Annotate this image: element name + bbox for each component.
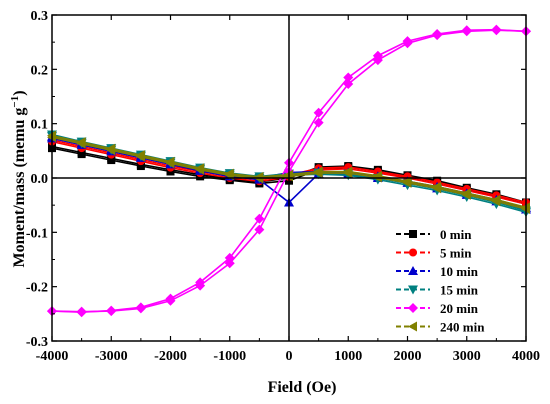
- data-point: [135, 151, 145, 162]
- data-point: [491, 25, 502, 36]
- x-tick-label: 1000: [334, 349, 362, 364]
- ticks-layer: -4000 -3000 -2000 -1000 0 1000 2000 3000 4000 -0.…: [26, 9, 540, 364]
- data-point: [136, 162, 145, 171]
- legend-item: 10 min: [396, 264, 479, 279]
- y-axis-title-superscript: −1: [9, 96, 21, 108]
- x-tick-label: 4000: [512, 349, 540, 364]
- data-point: [254, 213, 265, 224]
- data-point: [432, 30, 443, 41]
- x-tick-label: -1000: [213, 349, 246, 364]
- data-point: [372, 55, 383, 66]
- legend-marker: [409, 248, 417, 257]
- data-point: [343, 72, 354, 83]
- y-tick-label: 0.0: [31, 172, 49, 187]
- legend-item: 5 min: [396, 246, 472, 261]
- data-point: [106, 306, 117, 317]
- data-point: [313, 117, 324, 128]
- data-point: [254, 224, 265, 235]
- data-point: [313, 107, 324, 118]
- data-point: [165, 295, 176, 306]
- data-point: [343, 168, 353, 179]
- data-point: [195, 164, 205, 175]
- x-tick-label: 2000: [394, 349, 422, 364]
- y-tick-label: -0.3: [26, 335, 48, 350]
- data-point: [77, 150, 86, 159]
- x-axis-title: Field (Oe): [268, 379, 337, 396]
- legend-marker: [408, 321, 417, 332]
- y-axis-title-close: ): [11, 90, 28, 95]
- data-point: [313, 168, 323, 179]
- x-tick-label: -2000: [154, 349, 187, 364]
- data-point: [76, 306, 87, 317]
- x-tick-label: -3000: [95, 349, 128, 364]
- legend-label: 5 min: [440, 246, 472, 261]
- data-point: [107, 156, 116, 165]
- legend-label: 10 min: [440, 264, 479, 279]
- legend-label: 240 min: [440, 320, 485, 335]
- legend: 0 min 5 min 10 min 15 min 20 min 240 min: [396, 227, 485, 335]
- data-point: [224, 258, 235, 269]
- legend-label: 0 min: [440, 227, 472, 242]
- y-tick-label: -0.2: [26, 281, 48, 296]
- data-point: [106, 145, 116, 156]
- y-tick-label: 0.3: [31, 9, 49, 24]
- y-axis-title-main: Moment/mass (memu g: [11, 108, 28, 268]
- data-point: [461, 189, 471, 200]
- data-point: [76, 138, 86, 149]
- data-point: [491, 196, 501, 207]
- x-tick-label: 3000: [453, 349, 481, 364]
- x-tick-label: -4000: [36, 349, 69, 364]
- legend-marker: [408, 266, 418, 275]
- x-tick-label: 0: [286, 349, 293, 364]
- data-point: [461, 26, 472, 37]
- series-240-min: [47, 130, 530, 214]
- legend-item: 15 min: [396, 283, 479, 298]
- legend-label: 20 min: [440, 301, 479, 316]
- y-axis-title: Moment/mass (memu g−1): [9, 90, 28, 267]
- data-point: [402, 38, 413, 49]
- y-tick-label: -0.1: [26, 226, 48, 241]
- data-point: [195, 280, 206, 291]
- data-point: [343, 79, 354, 90]
- data-point: [432, 183, 442, 194]
- y-tick-label: 0.1: [31, 118, 49, 133]
- legend-item: 240 min: [396, 320, 485, 335]
- legend-marker: [408, 303, 418, 313]
- data-point: [402, 177, 412, 188]
- legend-marker: [409, 230, 417, 238]
- data-point: [165, 158, 175, 169]
- legend-marker: [408, 285, 418, 295]
- y-tick-label: 0.2: [31, 63, 49, 78]
- data-point: [135, 303, 146, 314]
- legend-item: 0 min: [396, 227, 472, 242]
- legend-item: 20 min: [396, 301, 479, 316]
- legend-label: 15 min: [440, 283, 479, 298]
